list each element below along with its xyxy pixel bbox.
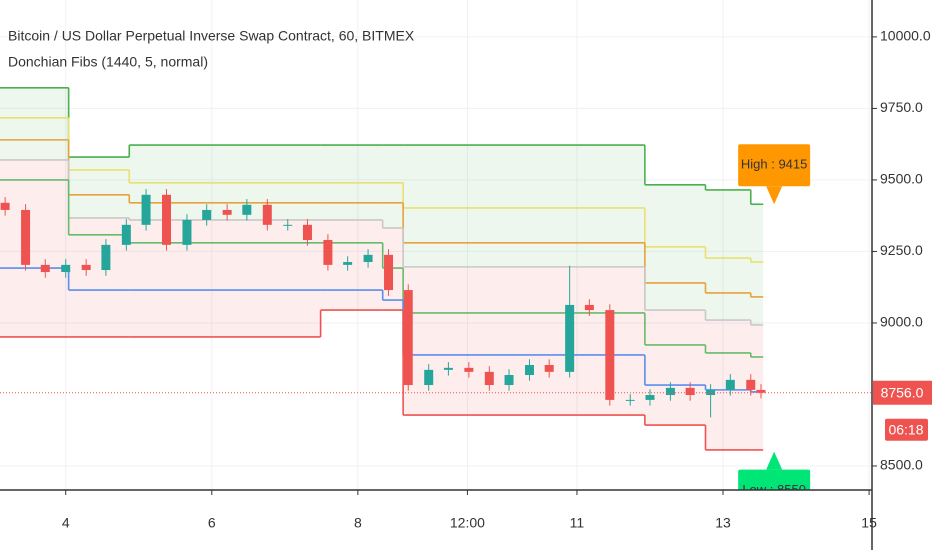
candle-body	[242, 204, 252, 215]
candle-body	[424, 369, 434, 386]
candle-body	[101, 244, 111, 271]
candle-body	[725, 379, 735, 390]
candle-body	[40, 264, 50, 273]
candle-body	[504, 375, 514, 386]
candle-body	[323, 239, 333, 265]
candle-body	[141, 194, 151, 225]
indicator-name: Donchian Fibs (1440, 5, normal)	[8, 54, 208, 70]
candle-body	[443, 367, 453, 370]
candle-body	[384, 254, 394, 291]
candle-body	[121, 224, 131, 245]
candle-body	[283, 224, 293, 226]
candle-body	[625, 399, 635, 401]
axes: 8500.0 9000.0 9250.0 9500.0 9750.0 10000.0 4 6 8…	[62, 28, 932, 531]
candle-body	[746, 379, 756, 390]
y-tick-label: 9500.0	[880, 171, 923, 187]
x-tick-label: 11	[570, 515, 585, 531]
y-tick-label: 10000.0	[880, 28, 931, 44]
x-tick-label: 13	[715, 515, 731, 531]
annotation-pointer	[766, 451, 783, 470]
candle-body	[685, 387, 695, 396]
candle-body	[605, 310, 615, 400]
x-tick-label: 8	[354, 515, 362, 531]
chart-title: Bitcoin / US Dollar Perpetual Inverse Sw…	[8, 28, 415, 44]
candle-body	[0, 202, 10, 210]
candle-body	[222, 209, 232, 215]
candle-body	[756, 389, 766, 393]
candle-body	[565, 304, 575, 372]
annotation-pointer	[766, 186, 783, 205]
candles	[0, 189, 766, 418]
y-tick-label: 9750.0	[880, 99, 923, 115]
candle-body	[524, 364, 534, 376]
candle-body	[21, 209, 31, 265]
grid	[0, 0, 872, 490]
y-tick-label: 8500.0	[880, 457, 923, 473]
candle-body	[403, 290, 413, 386]
annotation-box	[738, 144, 811, 187]
candle-body	[302, 224, 312, 240]
candle-body	[363, 254, 373, 263]
x-axis-panel	[0, 490, 932, 550]
candle-body	[61, 264, 71, 273]
y-axis-panel	[872, 0, 932, 550]
level-fill	[0, 87, 764, 325]
candle-body	[484, 371, 494, 386]
annotation-label: High : 9415	[741, 157, 808, 172]
candle-body	[81, 264, 91, 271]
last-price-box	[873, 380, 932, 405]
candle-body	[343, 262, 353, 265]
countdown-label: 06:18	[888, 421, 923, 437]
candle-body	[665, 387, 675, 396]
x-tick-label: 15	[861, 515, 877, 531]
x-tick-label: 4	[62, 515, 70, 531]
candle-body	[162, 194, 172, 245]
candle-body	[262, 204, 272, 225]
y-tick-label: 9000.0	[880, 314, 923, 330]
x-tick-label: 6	[208, 515, 216, 531]
countdown-box	[885, 418, 928, 441]
last-price-label: 8756.0	[881, 384, 924, 400]
candle-body	[464, 367, 474, 372]
candle-body	[182, 219, 192, 245]
candle-body	[584, 304, 594, 311]
x-tick-label: 12:00	[450, 515, 485, 531]
candle-body	[544, 364, 554, 372]
candle-body	[202, 209, 212, 220]
y-tick-label: 9250.0	[880, 242, 923, 258]
candle-body	[645, 395, 655, 400]
candle-body	[706, 389, 716, 396]
